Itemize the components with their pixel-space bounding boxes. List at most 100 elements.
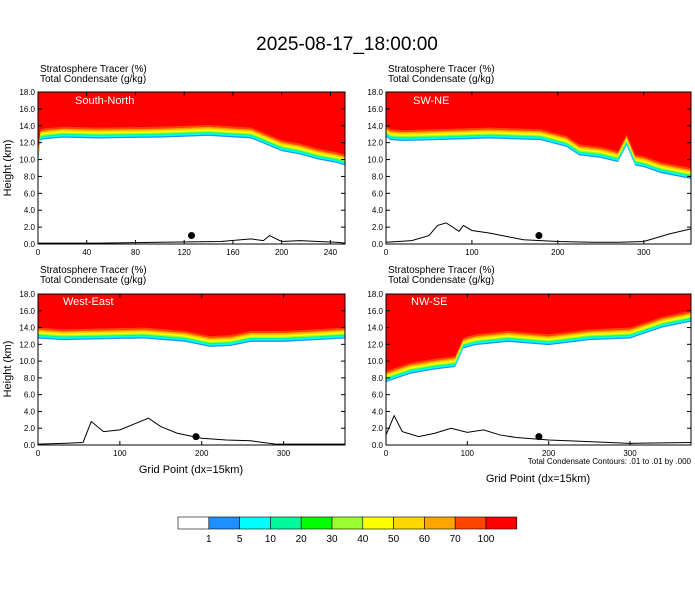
y-tick-label: 12.0	[367, 139, 383, 148]
panel-1-ylabel: Height (km)	[2, 140, 14, 197]
panel-3-header-line-2: Total Condensate (g/kg)	[40, 275, 146, 286]
y-tick-label: 18.0	[367, 88, 383, 97]
colorbar-label: 100	[478, 534, 495, 545]
panel-3-xlabel: Grid Point (dx=15km)	[139, 464, 243, 476]
y-tick-label: 6.0	[24, 189, 36, 198]
panel-1-header-line-1: Stratosphere Tracer (%)	[40, 64, 147, 75]
panel-2-header-line-1: Stratosphere Tracer (%)	[388, 64, 495, 75]
colorbar-swatch	[485, 516, 518, 530]
y-tick-label: 4.0	[24, 407, 36, 416]
x-tick-label: 200	[551, 248, 565, 257]
plot-frame	[385, 91, 692, 245]
y-tick-label: 10.0	[367, 156, 383, 165]
panel-3-plot: 0.0 2.0 4.0 6.0 8.0 10.0 12.0 14.0 16.0 18.0 0 100 2…	[19, 290, 346, 458]
y-tick-label: 6.0	[372, 391, 384, 400]
y-tick-label: 0.0	[372, 441, 384, 450]
x-tick-label: 200	[275, 248, 289, 257]
colorbar-label: 40	[357, 534, 369, 545]
x-tick-label: 300	[277, 449, 291, 458]
panel-2-plot: 0.0 2.0 4.0 6.0 8.0 10.0 12.0 14.0 16.0 18.0 0 100 2…	[367, 88, 692, 257]
stratosphere-region	[38, 92, 345, 155]
y-tick-label: 8.0	[372, 374, 384, 383]
colorbar-label: 10	[265, 534, 277, 545]
y-tick-label: 0.0	[24, 441, 36, 450]
panel-3-ylabel: Height (km)	[2, 341, 14, 398]
figure-title: 2025-08-17_18:00:00	[256, 34, 438, 55]
y-tick-label: 14.0	[367, 324, 383, 333]
colorbar-label: 20	[296, 534, 308, 545]
contour-footnote: Total Condensate Contours: .01 to .01 by…	[528, 457, 692, 466]
terrain-line	[38, 234, 345, 244]
colorbar-swatch	[208, 516, 240, 530]
y-tick-label: 2.0	[372, 223, 384, 232]
panel-4-xlabel: Grid Point (dx=15km)	[486, 473, 590, 485]
location-marker	[188, 232, 195, 240]
colorbar: 1 5 10 20 30 40 50 60 70 100	[177, 516, 518, 545]
y-tick-label: 8.0	[24, 172, 36, 181]
panel-west-east: Stratosphere Tracer (%) Total Condensate…	[2, 265, 346, 476]
y-tick-label: 14.0	[367, 122, 383, 131]
y-tick-label: 12.0	[367, 340, 383, 349]
colorbar-swatch	[424, 516, 456, 530]
panel-sw-ne: Stratosphere Tracer (%) Total Condensate…	[367, 64, 692, 257]
colorbar-label: 1	[206, 534, 212, 545]
colorbar-label: 70	[450, 534, 462, 545]
location-marker	[535, 232, 543, 240]
y-tick-label: 6.0	[372, 189, 384, 198]
y-tick-label: 0.0	[24, 240, 36, 249]
x-tick-label: 0	[36, 248, 41, 257]
y-tick-label: 16.0	[19, 307, 35, 316]
colorbar-swatch	[362, 516, 394, 530]
y-tick-label: 12.0	[19, 340, 35, 349]
y-tick-label: 10.0	[19, 156, 35, 165]
colorbar-swatch	[239, 516, 271, 530]
colorbar-swatch	[270, 516, 302, 530]
panel-4-plot: 0.0 2.0 4.0 6.0 8.0 10.0 12.0 14.0 16.0 18.0 0 100 2…	[367, 290, 692, 458]
y-tick-label: 18.0	[19, 290, 35, 299]
y-tick-label: 8.0	[372, 172, 384, 181]
panel-south-north: Stratosphere Tracer (%) Total Condensate…	[2, 64, 346, 257]
y-tick-label: 14.0	[19, 324, 35, 333]
x-tick-label: 100	[113, 449, 127, 458]
y-tick-label: 16.0	[367, 307, 383, 316]
panel-1-label: South-North	[75, 95, 134, 107]
colorbar-swatch	[331, 516, 364, 530]
x-tick-label: 100	[461, 449, 475, 458]
y-tick-label: 8.0	[24, 374, 36, 383]
y-tick-label: 14.0	[19, 122, 35, 131]
terrain-line	[386, 222, 691, 243]
x-tick-label: 200	[195, 449, 209, 458]
panel-4-label: NW-SE	[411, 296, 447, 308]
y-tick-label: 2.0	[24, 424, 36, 433]
x-tick-label: 0	[384, 449, 389, 458]
y-tick-label: 4.0	[372, 206, 384, 215]
x-tick-label: 100	[465, 248, 479, 257]
panel-3-header-line-1: Stratosphere Tracer (%)	[40, 265, 147, 276]
colorbar-swatch	[454, 516, 487, 530]
x-tick-label: 240	[324, 248, 338, 257]
x-tick-label: 0	[384, 248, 389, 257]
location-marker	[192, 433, 200, 441]
panel-nw-se: Stratosphere Tracer (%) Total Condensate…	[367, 265, 691, 485]
y-tick-label: 10.0	[19, 357, 35, 366]
y-tick-label: 0.0	[372, 240, 384, 249]
x-tick-label: 300	[623, 449, 637, 458]
stratosphere-region	[38, 294, 345, 336]
y-tick-label: 18.0	[19, 88, 35, 97]
panel-2-label: SW-NE	[413, 95, 449, 107]
x-tick-label: 200	[542, 449, 556, 458]
y-tick-label: 2.0	[24, 223, 36, 232]
x-tick-label: 160	[226, 248, 240, 257]
panel-2-header-line-2: Total Condensate (g/kg)	[388, 74, 494, 85]
y-tick-label: 10.0	[367, 357, 383, 366]
y-tick-label: 12.0	[19, 139, 35, 148]
panel-3-label: West-East	[63, 296, 114, 308]
colorbar-swatch	[177, 516, 210, 530]
y-tick-label: 4.0	[372, 407, 384, 416]
y-tick-label: 18.0	[367, 290, 383, 299]
stratosphere-region	[386, 294, 691, 372]
x-tick-label: 120	[178, 248, 192, 257]
y-tick-label: 16.0	[367, 105, 383, 114]
x-tick-label: 40	[82, 248, 91, 257]
